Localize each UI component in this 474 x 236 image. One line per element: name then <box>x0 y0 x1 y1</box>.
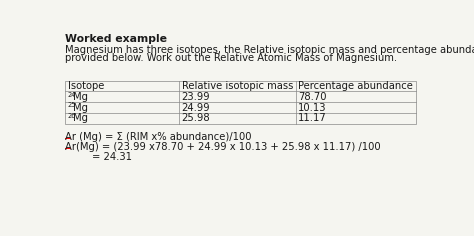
Text: Mg: Mg <box>73 92 88 102</box>
Text: 78.70: 78.70 <box>298 92 327 102</box>
Text: 11.17: 11.17 <box>298 114 327 123</box>
Text: 10.13: 10.13 <box>298 103 327 113</box>
Text: Mg: Mg <box>73 103 88 113</box>
Text: = 24.31: = 24.31 <box>92 152 132 161</box>
Text: 23.99: 23.99 <box>182 92 210 102</box>
Text: 24: 24 <box>68 92 76 97</box>
Text: 24.99: 24.99 <box>182 103 210 113</box>
Text: Worked example: Worked example <box>65 34 167 44</box>
Bar <box>65 81 416 124</box>
Text: Magnesium has three isotopes, the Relative isotopic mass and percentage abundanc: Magnesium has three isotopes, the Relati… <box>65 45 474 55</box>
Text: 25: 25 <box>68 102 76 108</box>
Text: 25.98: 25.98 <box>182 114 210 123</box>
Text: 26: 26 <box>68 113 76 119</box>
Text: Ar(Mg) = (23.99 x78.70 + 24.99 x 10.13 + 25.98 x 11.17) /100: Ar(Mg) = (23.99 x78.70 + 24.99 x 10.13 +… <box>65 142 381 152</box>
Text: provided below. Work out the Relative Atomic Mass of Magnesium.: provided below. Work out the Relative At… <box>65 53 398 63</box>
Text: Mg: Mg <box>73 114 88 123</box>
Text: Ar (Mg) = Σ (RIM x% abundance)/100: Ar (Mg) = Σ (RIM x% abundance)/100 <box>65 131 252 142</box>
Text: Percentage abundance: Percentage abundance <box>298 81 413 91</box>
Text: Relative isotopic mass: Relative isotopic mass <box>182 81 293 91</box>
Text: Isotope: Isotope <box>68 81 104 91</box>
